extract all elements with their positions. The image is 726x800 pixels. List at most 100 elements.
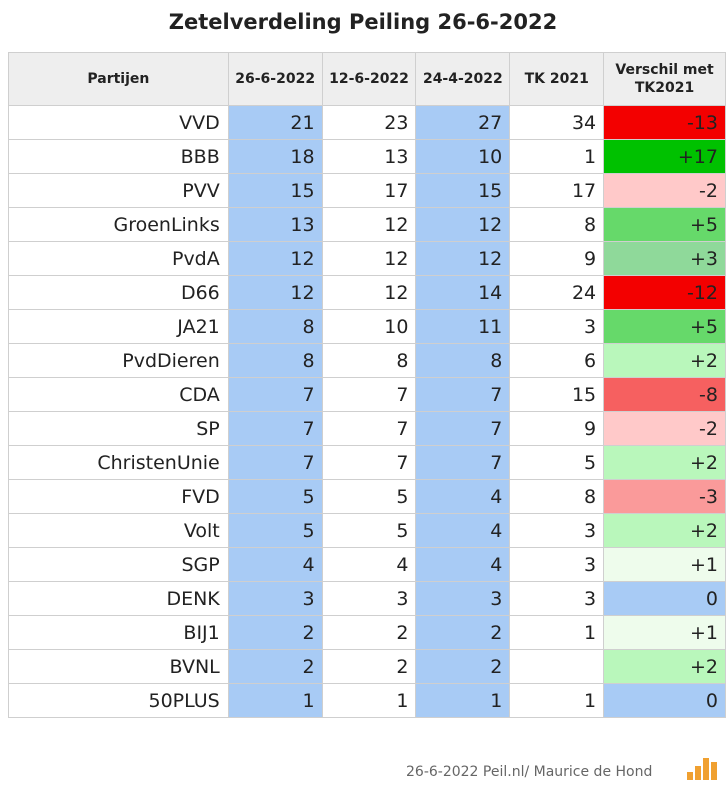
seat-distribution-table: Partijen 26-6-2022 12-6-2022 24-4-2022 T… [8, 52, 726, 718]
difference-cell: +2 [603, 445, 726, 480]
tk2021-cell: 8 [509, 207, 605, 242]
poll-1-cell: 8 [227, 309, 323, 344]
party-cell: VVD [8, 105, 229, 140]
poll-1-cell: 18 [227, 139, 323, 174]
poll-1-cell: 4 [227, 547, 323, 582]
party-cell: PvdA [8, 241, 229, 276]
header-poll-1: 26-6-2022 [227, 52, 323, 106]
poll-1-cell: 7 [227, 411, 323, 446]
table-row: JA21 8 10 11 3 +5 [8, 309, 726, 344]
table-row: Volt 5 5 4 3 +2 [8, 513, 726, 548]
difference-cell: -2 [603, 411, 726, 446]
tk2021-cell: 9 [509, 411, 605, 446]
difference-cell: -8 [603, 377, 726, 412]
difference-cell: -13 [603, 105, 726, 140]
party-cell: DENK [8, 581, 229, 616]
difference-cell: +2 [603, 343, 726, 378]
table-row: D66 12 12 14 24 -12 [8, 275, 726, 310]
poll-3-cell: 7 [415, 411, 511, 446]
poll-3-cell: 14 [415, 275, 511, 310]
header-poll-2: 12-6-2022 [321, 52, 417, 106]
poll-2-cell: 4 [321, 547, 417, 582]
table-row: VVD 21 23 27 34 -13 [8, 105, 726, 140]
footer-credit: 26-6-2022 Peil.nl/ Maurice de Hond [406, 764, 653, 780]
header-verschil-line1: Verschil met [615, 62, 714, 78]
poll-1-cell: 2 [227, 615, 323, 650]
table-row: PVV 15 17 15 17 -2 [8, 173, 726, 208]
poll-1-cell: 5 [227, 513, 323, 548]
table-row: PvdDieren 8 8 8 6 +2 [8, 343, 726, 378]
poll-1-cell: 8 [227, 343, 323, 378]
poll-3-cell: 12 [415, 241, 511, 276]
header-partijen: Partijen [8, 52, 229, 106]
party-cell: PvdDieren [8, 343, 229, 378]
poll-2-cell: 13 [321, 139, 417, 174]
difference-cell: +2 [603, 649, 726, 684]
poll-3-cell: 10 [415, 139, 511, 174]
party-cell: GroenLinks [8, 207, 229, 242]
table-row: PvdA 12 12 12 9 +3 [8, 241, 726, 276]
table-row: SGP 4 4 4 3 +1 [8, 547, 726, 582]
poll-3-cell: 3 [415, 581, 511, 616]
poll-3-cell: 2 [415, 649, 511, 684]
party-cell: BIJ1 [8, 615, 229, 650]
poll-3-cell: 2 [415, 615, 511, 650]
party-cell: PVV [8, 173, 229, 208]
header-verschil-line2: TK2021 [634, 80, 695, 96]
tk2021-cell: 17 [509, 173, 605, 208]
table-row: BIJ1 2 2 2 1 +1 [8, 615, 726, 650]
poll-2-cell: 5 [321, 513, 417, 548]
difference-cell: +17 [603, 139, 726, 174]
difference-cell: -2 [603, 173, 726, 208]
poll-2-cell: 12 [321, 207, 417, 242]
difference-cell: +3 [603, 241, 726, 276]
table-row: GroenLinks 13 12 12 8 +5 [8, 207, 726, 242]
poll-2-cell: 7 [321, 411, 417, 446]
poll-2-cell: 7 [321, 377, 417, 412]
party-cell: D66 [8, 275, 229, 310]
poll-2-cell: 23 [321, 105, 417, 140]
poll-2-cell: 2 [321, 615, 417, 650]
poll-2-cell: 3 [321, 581, 417, 616]
poll-3-cell: 11 [415, 309, 511, 344]
table-row: DENK 3 3 3 3 0 [8, 581, 726, 616]
poll-2-cell: 12 [321, 275, 417, 310]
poll-3-cell: 8 [415, 343, 511, 378]
poll-3-cell: 4 [415, 479, 511, 514]
party-cell: ChristenUnie [8, 445, 229, 480]
tk2021-cell: 3 [509, 547, 605, 582]
difference-cell: 0 [603, 683, 726, 718]
difference-cell: -3 [603, 479, 726, 514]
table-row: ChristenUnie 7 7 7 5 +2 [8, 445, 726, 480]
difference-cell: +5 [603, 207, 726, 242]
party-cell: 50PLUS [8, 683, 229, 718]
poll-3-cell: 4 [415, 513, 511, 548]
tk2021-cell: 24 [509, 275, 605, 310]
poll-3-cell: 15 [415, 173, 511, 208]
difference-cell: +1 [603, 615, 726, 650]
poll-3-cell: 12 [415, 207, 511, 242]
tk2021-cell: 3 [509, 581, 605, 616]
poll-3-cell: 27 [415, 105, 511, 140]
difference-cell: +1 [603, 547, 726, 582]
poll-3-cell: 1 [415, 683, 511, 718]
poll-2-cell: 8 [321, 343, 417, 378]
tk2021-cell: 1 [509, 139, 605, 174]
difference-cell: 0 [603, 581, 726, 616]
table-title: Zetelverdeling Peiling 26-6-2022 [168, 10, 558, 34]
header-row: Partijen 26-6-2022 12-6-2022 24-4-2022 T… [8, 52, 726, 106]
tk2021-cell: 15 [509, 377, 605, 412]
poll-1-cell: 15 [227, 173, 323, 208]
difference-cell: +2 [603, 513, 726, 548]
tk2021-cell: 9 [509, 241, 605, 276]
table-row: 50PLUS 1 1 1 1 0 [8, 683, 726, 718]
tk2021-cell: 1 [509, 615, 605, 650]
tk2021-cell: 1 [509, 683, 605, 718]
difference-cell: -12 [603, 275, 726, 310]
table-row: SP 7 7 7 9 -2 [8, 411, 726, 446]
party-cell: BVNL [8, 649, 229, 684]
table-row: CDA 7 7 7 15 -8 [8, 377, 726, 412]
table-row: FVD 5 5 4 8 -3 [8, 479, 726, 514]
tk2021-cell: 5 [509, 445, 605, 480]
poll-1-cell: 5 [227, 479, 323, 514]
